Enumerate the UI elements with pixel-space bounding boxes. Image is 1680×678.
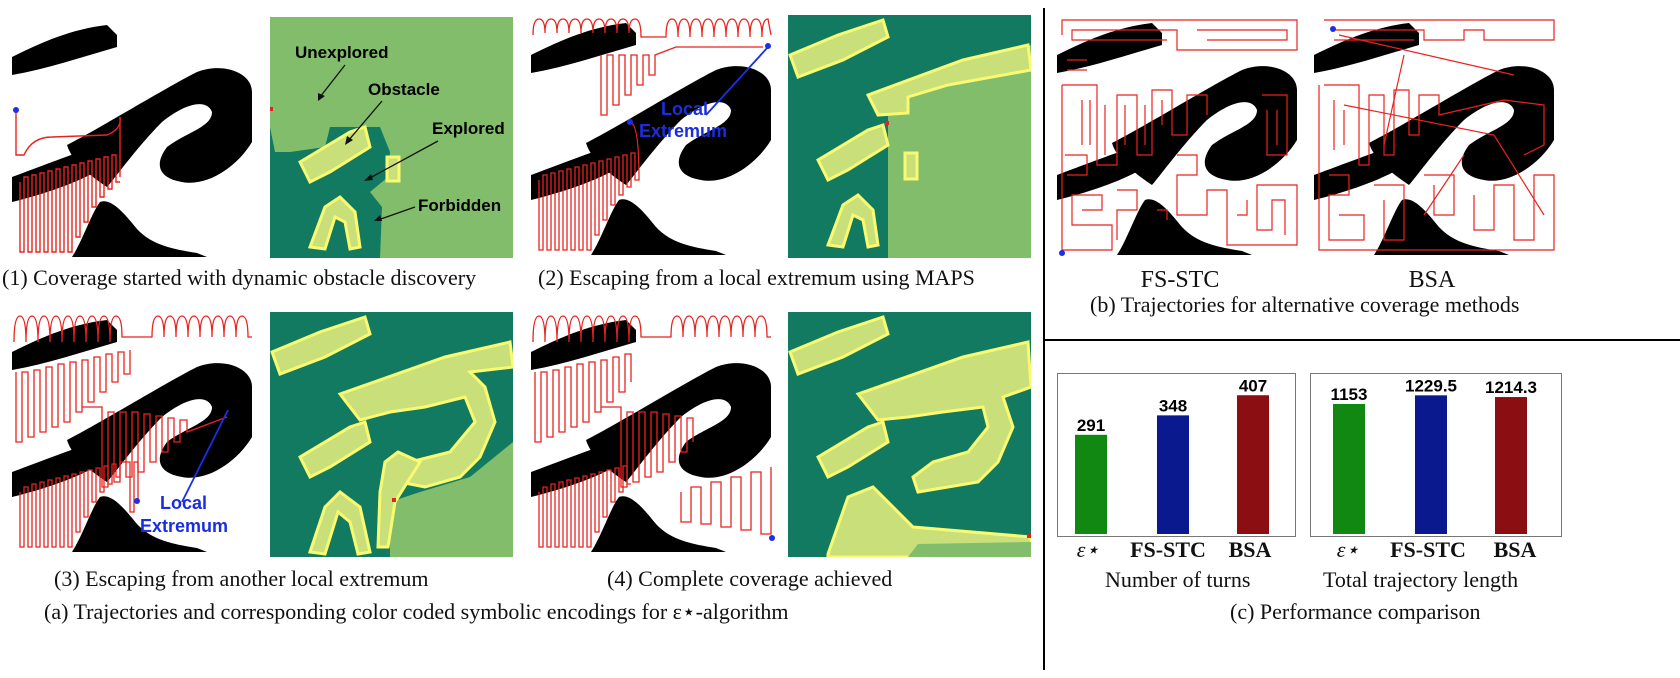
bar-1-1 bbox=[1415, 395, 1447, 534]
map-4-trajectory bbox=[531, 312, 776, 557]
label-obstacle: Obstacle bbox=[368, 80, 440, 99]
map-bsa bbox=[1314, 15, 1560, 257]
label-local-1: Local bbox=[661, 99, 708, 119]
chart-length: 1153 1229.5 1214.3 bbox=[1331, 376, 1537, 534]
caption-c: (c) Performance comparison bbox=[1230, 599, 1481, 624]
label-extremum-1: Extremum bbox=[639, 121, 727, 141]
label-local-2: Local bbox=[160, 493, 207, 513]
chart-turns-cat-1: FS-STC bbox=[1130, 537, 1206, 562]
map-3-trajectory: Local Extremum bbox=[12, 312, 258, 557]
bar-value-label-0-1: 348 bbox=[1159, 396, 1187, 415]
bar-value-label-0-2: 407 bbox=[1239, 376, 1267, 395]
label-explored: Explored bbox=[432, 119, 505, 138]
subcaption-1: (1) Coverage started with dynamic obstac… bbox=[2, 265, 477, 290]
subcaption-4: (4) Complete coverage achieved bbox=[607, 566, 893, 591]
caption-a: (a) Trajectories and corresponding color… bbox=[44, 599, 789, 624]
map-1-encoding: Unexplored Obstacle Explored Forbidden bbox=[270, 17, 513, 258]
subcaption-3: (3) Escaping from another local extremum bbox=[54, 566, 429, 591]
bar-1-2 bbox=[1495, 397, 1527, 534]
bar-value-label-0-0: 291 bbox=[1077, 416, 1105, 435]
chart-length-cat-1: FS-STC bbox=[1390, 537, 1466, 562]
bar-0-2 bbox=[1237, 395, 1269, 534]
label-fsstc: FS-STC bbox=[1140, 267, 1220, 293]
bar-value-label-1-0: 1153 bbox=[1331, 385, 1368, 404]
chart-length-cat-2: BSA bbox=[1493, 537, 1537, 562]
bar-value-label-1-2: 1214.3 bbox=[1485, 378, 1537, 397]
chart-length-xlabel: Total trajectory length bbox=[1323, 567, 1519, 592]
bar-0-0 bbox=[1075, 434, 1107, 534]
label-extremum-2: Extremum bbox=[140, 516, 228, 536]
chart-turns-cat-2: BSA bbox=[1228, 537, 1272, 562]
map-1-trajectory bbox=[12, 17, 258, 258]
map-3-encoding bbox=[270, 312, 513, 557]
label-unexplored: Unexplored bbox=[295, 43, 389, 62]
bar-0-1 bbox=[1157, 415, 1189, 534]
map-2-encoding bbox=[788, 15, 1031, 258]
subcaption-2: (2) Escaping from a local extremum using… bbox=[538, 265, 975, 290]
chart-turns-frame: 291 348 407 bbox=[1057, 373, 1296, 537]
label-forbidden: Forbidden bbox=[418, 196, 501, 215]
bar-1-0 bbox=[1333, 403, 1365, 534]
caption-b: (b) Trajectories for alternative coverag… bbox=[1090, 292, 1520, 317]
chart-turns-xlabel: Number of turns bbox=[1105, 567, 1251, 592]
map-2-trajectory: Local Extremum bbox=[531, 15, 776, 258]
bar-value-label-1-1: 1229.5 bbox=[1405, 376, 1457, 395]
map-fsstc bbox=[1057, 15, 1302, 257]
chart-length-frame: 1153 1229.5 1214.3 bbox=[1310, 373, 1562, 537]
chart-length-cat-0: ε⋆ bbox=[1336, 537, 1360, 562]
chart-turns-cat-0: ε⋆ bbox=[1076, 537, 1100, 562]
chart-turns: 291 348 407 bbox=[1075, 376, 1269, 534]
divider-vertical bbox=[1043, 8, 1045, 670]
divider-horizontal bbox=[1045, 339, 1680, 341]
map-4-encoding bbox=[788, 312, 1031, 557]
label-bsa: BSA bbox=[1408, 267, 1456, 293]
